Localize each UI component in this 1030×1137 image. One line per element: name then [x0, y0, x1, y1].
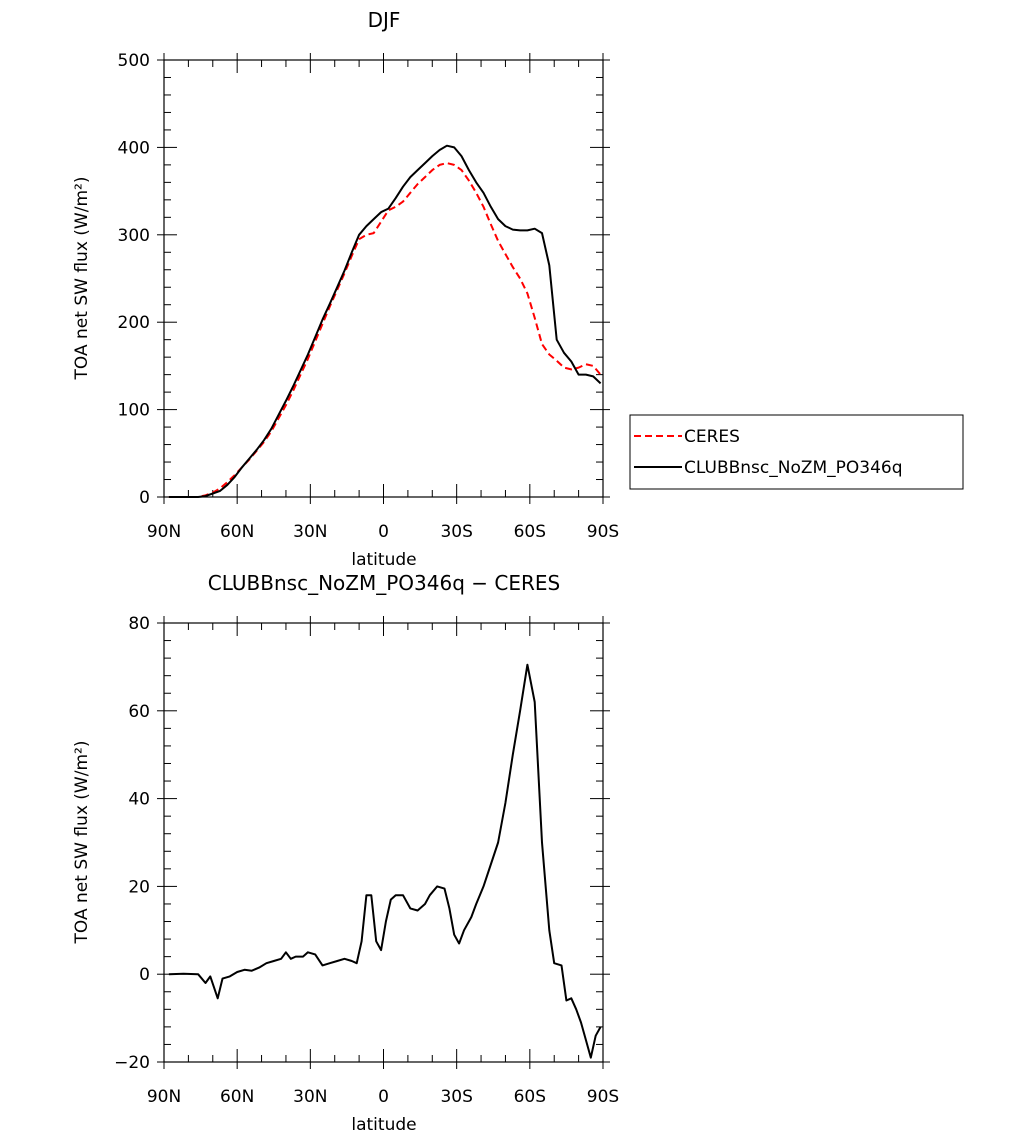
y-tick-label: 400	[118, 138, 150, 158]
x-tick-label: 0	[378, 1087, 389, 1107]
x-tick-label: 30S	[440, 522, 472, 542]
x-tick-label: 60N	[220, 1087, 254, 1107]
top-y-tick-labels: 0 100 200 300 400 500	[118, 51, 150, 508]
x-tick-label: 90N	[147, 522, 181, 542]
y-tick-label: 100	[118, 401, 150, 421]
x-tick-label: 0	[378, 522, 389, 542]
top-x-tick-labels: 90N 60N 30N 0 30S 60S 90S	[147, 522, 619, 542]
bottom-x-tick-labels: 90N 60N 30N 0 30S 60S 90S	[147, 1087, 619, 1107]
bottom-series-lines	[168, 663, 602, 1059]
x-tick-label: 90S	[587, 522, 619, 542]
y-tick-label: 0	[139, 488, 150, 508]
y-tick-label: 300	[118, 226, 150, 246]
bottom-y-tick-labels: −20 0 20 40 60 80	[114, 614, 150, 1073]
top-panel-title: DJF	[368, 8, 401, 32]
y-tick-label: 20	[128, 877, 150, 897]
x-tick-label: 30N	[293, 522, 327, 542]
x-tick-label: 60S	[514, 522, 546, 542]
legend-label-model: CLUBBnsc_NoZM_PO346q	[684, 458, 903, 478]
top-ticks	[157, 53, 610, 504]
bottom-y-axis-title: TOA net SW flux (W/m²)	[72, 741, 92, 945]
top-plot-frame	[163, 59, 604, 498]
top-x-axis-title: latitude	[351, 550, 416, 570]
bottom-plot-frame	[163, 622, 604, 1063]
bottom-ticks	[157, 616, 610, 1069]
top-series-lines	[168, 144, 602, 498]
y-tick-label: 80	[128, 614, 150, 634]
x-tick-label: 90N	[147, 1087, 181, 1107]
x-tick-label: 30S	[440, 1087, 472, 1107]
legend: CERES CLUBBnsc_NoZM_PO346q	[629, 414, 964, 490]
bottom-x-axis-title: latitude	[351, 1115, 416, 1135]
x-tick-label: 60S	[514, 1087, 546, 1107]
x-tick-label: 60N	[220, 522, 254, 542]
y-tick-label: 60	[128, 702, 150, 722]
series-line-1	[168, 144, 602, 498]
x-tick-label: 90S	[587, 1087, 619, 1107]
bottom-panel-title: CLUBBnsc_NoZM_PO346q − CERES	[208, 571, 560, 595]
y-tick-label: 500	[118, 51, 150, 71]
y-tick-label: 200	[118, 313, 150, 333]
top-panel: DJF 90N 60N 30N 0 30S 60S 90S 0 100 200 300 400 500…	[72, 8, 964, 570]
y-tick-label: −20	[114, 1053, 150, 1073]
legend-label-ceres: CERES	[684, 427, 740, 447]
y-tick-label: 40	[128, 790, 150, 810]
series-line-0	[168, 663, 602, 1059]
y-tick-label: 0	[139, 965, 150, 985]
legend-box	[629, 414, 964, 490]
top-y-axis-title: TOA net SW flux (W/m²)	[72, 177, 92, 381]
series-line-0	[168, 162, 602, 498]
bottom-panel: CLUBBnsc_NoZM_PO346q − CERES 90N 60N 30N 0 3…	[72, 571, 619, 1135]
x-tick-label: 30N	[293, 1087, 327, 1107]
